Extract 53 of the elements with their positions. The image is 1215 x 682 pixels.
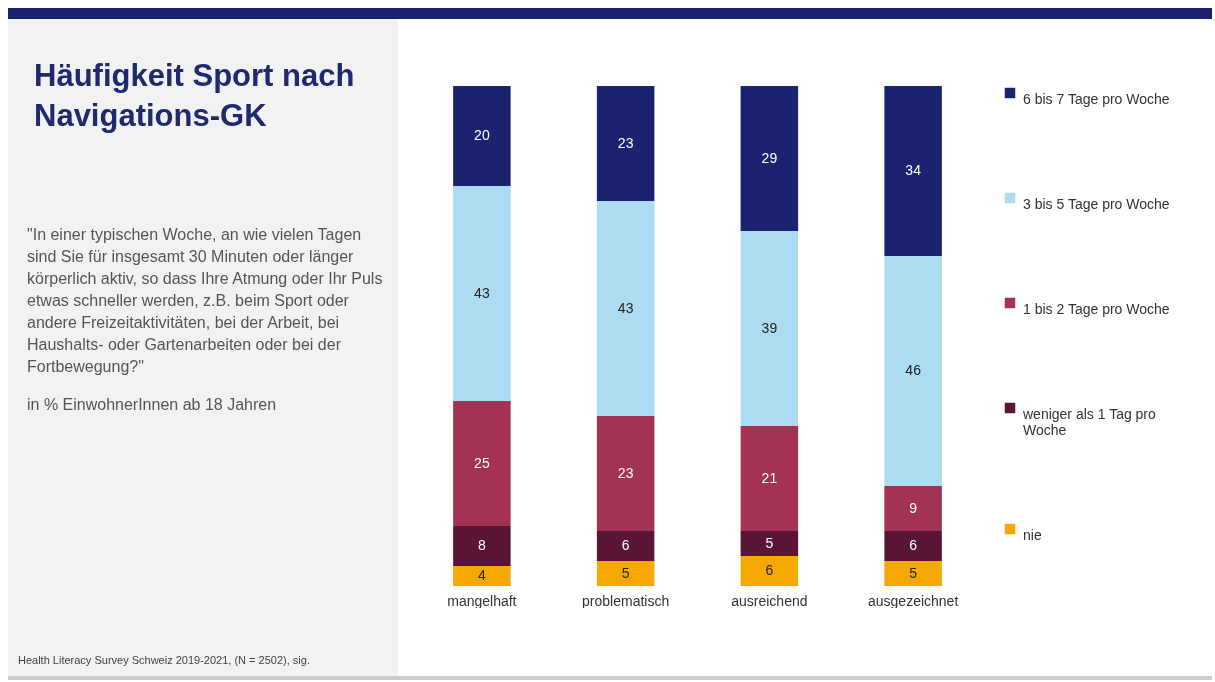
data-label: 5 xyxy=(909,564,918,581)
text: in % EinwohnerInnen ab 18 Jahren xyxy=(27,396,278,414)
data-label: 25 xyxy=(474,454,490,471)
data-label: 43 xyxy=(474,284,490,301)
data-label: 6 xyxy=(765,562,774,578)
bar xyxy=(740,86,799,231)
bar xyxy=(596,561,655,586)
data-label: 21 xyxy=(761,469,778,486)
bar xyxy=(884,561,942,586)
data-label: 34 xyxy=(905,162,922,178)
data-label: 29 xyxy=(761,149,778,166)
data-label: 6 xyxy=(621,537,630,553)
data-label: 43 xyxy=(617,299,634,316)
bar xyxy=(453,401,511,526)
data-label: 8 xyxy=(477,537,486,553)
bar xyxy=(453,86,511,186)
legend-label: 3 bis 5 Tage pro Woche xyxy=(1023,196,1170,212)
data-label: 6 xyxy=(909,537,918,553)
bar xyxy=(740,231,799,426)
legend-label: weniger als 1 Tag pro Woche xyxy=(1022,406,1157,438)
x-tick-label: ausreichend xyxy=(731,592,808,609)
bar xyxy=(596,416,655,531)
bar xyxy=(884,256,942,486)
data-label: 46 xyxy=(905,362,922,378)
data-label: 20 xyxy=(474,127,490,143)
bar xyxy=(453,566,511,586)
bar xyxy=(596,531,655,561)
data-label: 4 xyxy=(477,567,486,583)
legend-label: nie xyxy=(1023,527,1042,543)
bar xyxy=(740,426,799,531)
bar xyxy=(884,486,942,531)
bar xyxy=(740,556,799,586)
bar xyxy=(740,531,799,556)
data-label: 39 xyxy=(761,319,778,336)
bar xyxy=(884,86,942,256)
x-tick-label: mangelhaft xyxy=(447,592,517,609)
data-label: 23 xyxy=(617,134,634,151)
legend-label: 1 bis 2 Tage pro Woche xyxy=(1023,301,1170,317)
text: "In einer typischen Woche, an wie vielen Tagen sind Sie für insgesamt 30 Minuten oder länger körperlich aktiv, so dass Ihre Atmung oder Ihr Puls etwas schneller werden, z.B. beim Sport oder andere Freizeitaktivitäten, bei der Arbeit, bei Haushalts- oder Gartenarbeiten oder bei der Fortbewegung?" xyxy=(27,225,384,377)
chart-title: Häufigkeit Sport nach Navigations-GK xyxy=(34,57,356,135)
text: Health Literacy Survey Schweiz 2019-2021, (N = 2502), sig. xyxy=(18,654,310,666)
data-label: 9 xyxy=(909,499,918,516)
x-tick-label: problematisch xyxy=(582,592,670,609)
legend-label: 6 bis 7 Tage pro Woche xyxy=(1023,91,1170,107)
data-label: 5 xyxy=(621,564,630,581)
bar xyxy=(884,531,942,561)
bar xyxy=(596,86,655,201)
bar xyxy=(596,201,655,416)
x-tick-label: ausgezeichnet xyxy=(867,592,959,609)
data-label: 5 xyxy=(765,534,774,551)
bar xyxy=(453,186,511,401)
data-label: 23 xyxy=(617,464,634,481)
bar xyxy=(453,526,511,566)
